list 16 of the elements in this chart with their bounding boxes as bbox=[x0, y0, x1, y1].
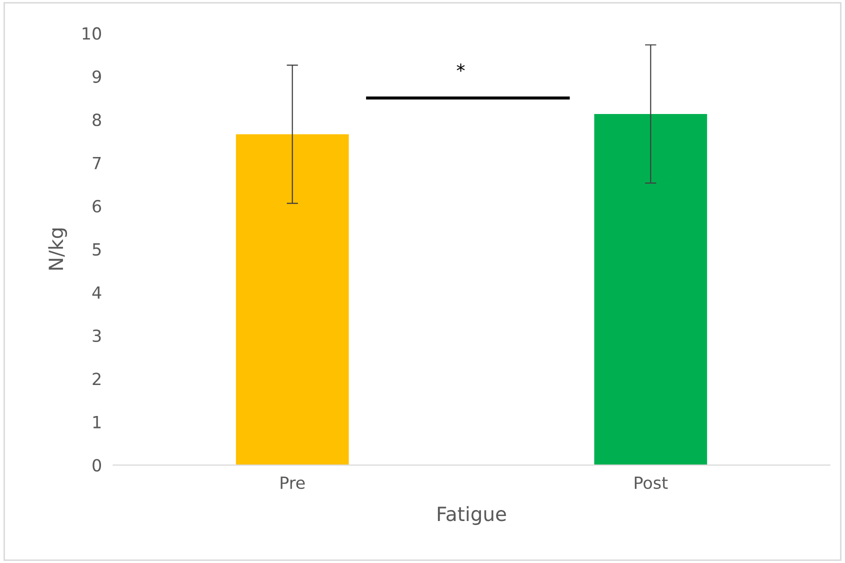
y-tick-label: 7 bbox=[92, 156, 101, 170]
y-tick-label: 8 bbox=[92, 114, 101, 126]
y-tick-label: 9 bbox=[92, 70, 101, 83]
y-tick-label: 6 bbox=[92, 200, 102, 213]
x-tick-label: Pre bbox=[280, 476, 305, 490]
annotation: * bbox=[456, 64, 465, 72]
y-tick-label: 4 bbox=[92, 286, 102, 299]
y-tick-label: 2 bbox=[92, 372, 100, 386]
y-tick-label: 10 bbox=[82, 27, 102, 40]
x-axis-title: Fatigue bbox=[438, 506, 506, 525]
x-tick-label: Post bbox=[634, 476, 668, 490]
y-tick-label: 0 bbox=[92, 459, 102, 472]
y-tick-label: 1 bbox=[93, 416, 101, 428]
y-tick-label: 5 bbox=[92, 243, 101, 256]
y-tick-label: 3 bbox=[92, 329, 101, 342]
y-axis-title: N/kg bbox=[48, 228, 68, 270]
